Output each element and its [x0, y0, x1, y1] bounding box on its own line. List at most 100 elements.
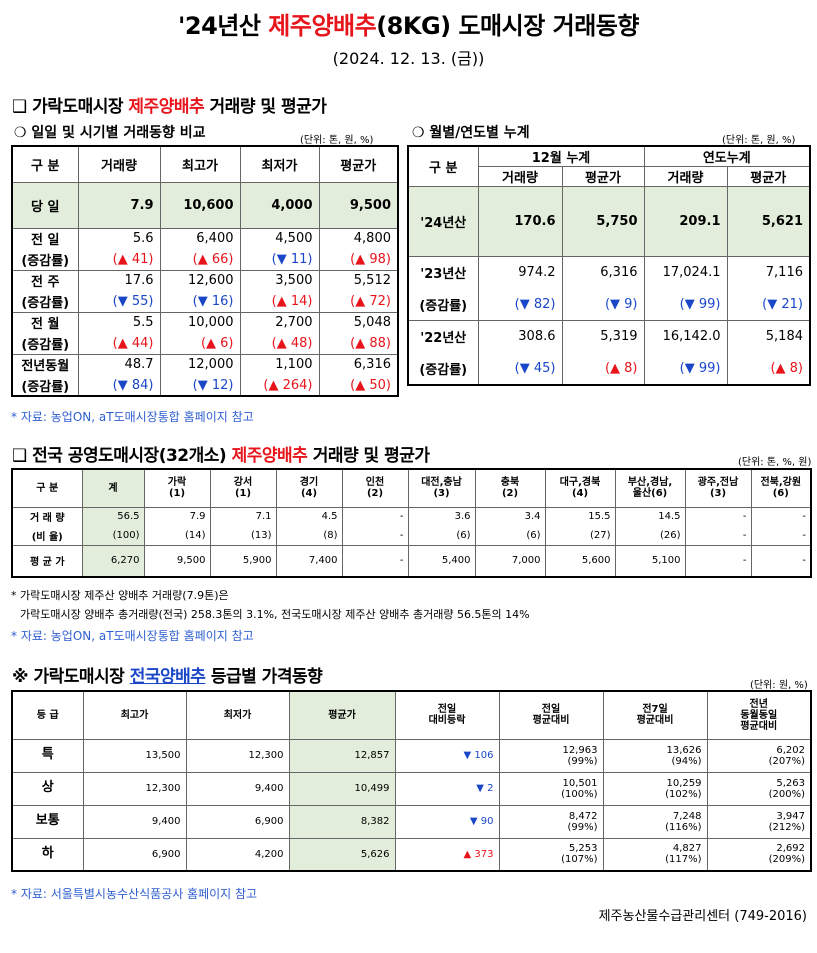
- rate-value: (▼ 45): [477, 352, 563, 385]
- header-line: 전7일: [642, 704, 668, 716]
- daily-today-row: 당 일 7.9 10,600 4,000 9,500: [11, 181, 399, 229]
- rate-value: (▲ 8): [561, 352, 645, 385]
- header-line: 전년: [749, 698, 768, 710]
- grade-header-cell: 전일 대비등락: [394, 690, 500, 740]
- national-value: 9,500: [143, 544, 211, 578]
- monthly-table: 구 분 12월 누계 연도누계 거래량 평균가 거래량 평균가 '24년산 170.6 5…: [407, 145, 811, 386]
- compare-line: (102%): [665, 788, 702, 800]
- compare-line: (207%): [768, 755, 805, 767]
- compare-line: 3,947: [776, 810, 805, 822]
- period-value: 5,512: [318, 269, 399, 291]
- period-label: 전 주: [11, 269, 79, 291]
- national-value: 7.9: [143, 506, 211, 526]
- rate-label: (증감률): [407, 288, 479, 321]
- national-value: -: [750, 506, 812, 526]
- table-row: '23년산 974.2 6,316 17,024.1 7,116: [407, 256, 811, 289]
- row-label: 거 래 량: [11, 506, 83, 526]
- header-line: 울산(6): [632, 488, 668, 500]
- national-value: -: [341, 506, 409, 526]
- grade-compare: 5,263 (200%): [706, 771, 812, 806]
- section3-source-note: * 자료: 서울특별시농수산식품공사 홈페이지 참고: [11, 887, 258, 901]
- today-label: 당 일: [11, 181, 79, 229]
- compare-line: 7,248: [672, 810, 702, 822]
- period-value: 4,800: [318, 227, 399, 249]
- rate-label: (증감률): [11, 249, 79, 271]
- table-row: (증감률) (▲ 41) (▲ 66) (▼ 11) (▲ 98): [11, 249, 399, 271]
- grade-avg: 12,857: [288, 738, 396, 773]
- national-value: 4.5: [275, 506, 343, 526]
- header-line: 등 급: [36, 709, 59, 721]
- header-line: 최고가: [120, 709, 149, 721]
- monthly-sub-header: 평균가: [726, 166, 811, 187]
- rate-value: (▲ 41): [77, 249, 161, 271]
- monthly-sub-header: 거래량: [643, 166, 728, 187]
- header-line: 충북: [500, 477, 520, 489]
- rate-value: (▼ 55): [77, 291, 161, 313]
- rate-value: (▼ 11): [239, 249, 320, 271]
- national-value: -: [750, 526, 812, 546]
- national-header-cell: 부산,경남, 울산(6): [614, 468, 686, 508]
- grade-header-cell: 최저가: [185, 690, 290, 740]
- today-value: 4,000: [239, 181, 320, 229]
- grade-header-cell: 전7일 평균대비: [602, 690, 708, 740]
- grade-compare: 2,692 (209%): [706, 837, 812, 872]
- year-label: '24년산: [407, 186, 479, 257]
- rate-value: (▼ 82): [477, 288, 563, 321]
- national-value: 5,100: [614, 544, 686, 578]
- grade-compare: 6,202 (207%): [706, 738, 812, 773]
- compare-line: 12,963: [562, 744, 598, 756]
- header-line: 광주,전남: [697, 477, 739, 489]
- period-value: 5.6: [77, 227, 161, 249]
- header-line: 전일: [437, 704, 457, 716]
- grade-compare: 8,472 (99%): [498, 804, 604, 839]
- period-label: 전년동월: [11, 353, 79, 375]
- header-line: 평균대비: [740, 720, 778, 732]
- table-row: (증감률) (▼ 82) (▼ 9) (▼ 99) (▼ 21): [407, 288, 811, 321]
- period-value: 5,048: [318, 311, 399, 333]
- daily-header-cell: 최저가: [239, 145, 320, 183]
- table-row: (증감률) (▼ 45) (▲ 8) (▼ 99) (▲ 8): [407, 352, 811, 385]
- grade-header-cell: 등 급: [11, 690, 84, 740]
- header-line: (3): [433, 488, 450, 500]
- period-value: 12,600: [159, 269, 241, 291]
- table-row: 보통 9,400 6,900 8,382 ▼ 90 8,472 (99%) 7,248 (116…: [11, 804, 812, 839]
- rate-value: (▲ 48): [239, 333, 320, 355]
- period-value: 10,000: [159, 311, 241, 333]
- year-value: 7,116: [726, 256, 811, 289]
- section1-source-note: * 자료: 농업ON, aT도매시장통합 홈페이지 참고: [11, 410, 254, 424]
- table-row: (증감률) (▼ 84) (▼ 12) (▲ 264) (▲ 50): [11, 375, 399, 397]
- grade-max: 6,900: [82, 837, 187, 872]
- period-label: 전 일: [11, 227, 79, 249]
- national-header-cell: 강서 (1): [209, 468, 277, 508]
- compare-line: (99%): [567, 821, 598, 833]
- footnote-line1: * 가락도매시장 제주산 양배추 거래량(7.9톤)은: [11, 589, 229, 602]
- header-line: 전북,강원: [760, 477, 802, 489]
- grade-label: 하: [11, 837, 84, 872]
- compare-line: (99%): [567, 755, 598, 767]
- year-value: 170.6: [477, 186, 563, 257]
- national-value: 14.5: [614, 506, 686, 526]
- grade-min: 12,300: [185, 738, 290, 773]
- monthly-sub-header: 거래량: [477, 166, 563, 187]
- header-line: (2): [366, 488, 384, 500]
- header-line: 전일: [541, 704, 561, 716]
- national-header-cell: 충북 (2): [474, 468, 546, 508]
- rate-value: (▲ 50): [318, 375, 399, 397]
- period-value: 5.5: [77, 311, 161, 333]
- table-row: '22년산 308.6 5,319 16,142.0 5,184: [407, 320, 811, 353]
- year-value: 5,750: [561, 186, 645, 257]
- grade-table: 등 급 최고가 최저가 평균가 전일 대비등락 전일 평균대비 전7일 평균대비 전년 동월동일 평균대…: [11, 690, 812, 872]
- grade-compare: 12,963 (99%): [498, 738, 604, 773]
- header-line: 최저가: [223, 709, 252, 721]
- compare-line: (212%): [768, 821, 805, 833]
- national-value: (26): [614, 526, 686, 546]
- national-value: -: [341, 544, 409, 578]
- section1-heading: ❑ 가락도매시장 제주양배추 거래량 및 평균가: [12, 97, 327, 117]
- national-value: 15.5: [544, 506, 616, 526]
- monthly-gubun-header: 구 분: [407, 145, 479, 187]
- grade-label: 보통: [11, 804, 84, 839]
- grade-label: 특: [11, 738, 84, 773]
- national-value: (14): [143, 526, 211, 546]
- report-date: (2024. 12. 13. (금)): [332, 49, 485, 68]
- monthly-subtitle: ❍ 월별/연도별 누계: [412, 125, 530, 141]
